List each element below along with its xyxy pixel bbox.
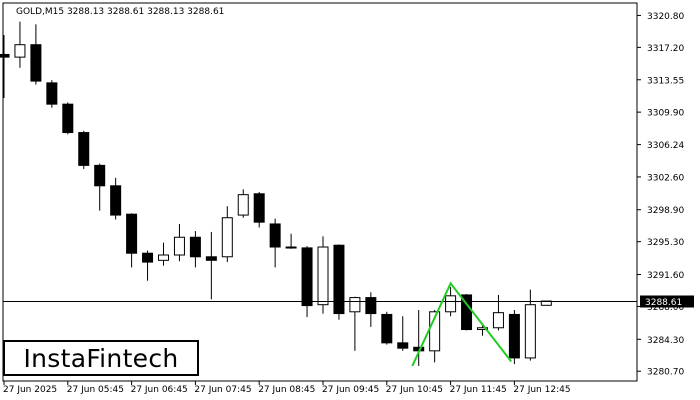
candle-body — [126, 213, 138, 254]
y-tick-label: 3302.60 — [647, 173, 684, 183]
x-tick-label: 27 Jun 05:45 — [67, 385, 124, 395]
candle — [365, 292, 377, 327]
x-tick-label: 27 Jun 06:45 — [131, 385, 188, 395]
x-tick-label: 27 Jun 08:45 — [258, 385, 315, 395]
candle — [78, 130, 90, 169]
candle-body — [205, 256, 217, 261]
candle-body — [524, 304, 536, 359]
candle — [333, 244, 345, 320]
logo: InstaFintech — [3, 340, 199, 376]
y-tick-label: 3317.20 — [647, 44, 684, 54]
candle — [381, 311, 393, 345]
candle-body — [253, 193, 265, 223]
logo-text: InstaFintech — [23, 343, 179, 373]
candle — [269, 218, 281, 268]
candle — [46, 80, 58, 108]
candle — [158, 242, 169, 266]
candle — [14, 21, 26, 68]
candle-body — [381, 313, 393, 344]
x-tick-label: 27 Jun 12:45 — [513, 385, 570, 395]
candle-body — [445, 295, 457, 313]
candle-body — [173, 236, 185, 256]
candle-body — [397, 342, 409, 349]
y-tick-label: 3309.90 — [647, 109, 684, 119]
candle — [173, 223, 185, 262]
current-price-tag: 3288.61 — [640, 295, 694, 308]
candle-body — [492, 312, 504, 329]
y-axis: 3320.80 3317.20 3313.55 3309.90 3306.24 3302.… — [637, 12, 684, 378]
candle — [110, 177, 122, 220]
y-tick-label: 3288.00 — [647, 303, 684, 313]
x-tick-label: 27 Jun 2025 — [3, 385, 57, 395]
candle — [285, 233, 297, 249]
y-tick-label: 3295.30 — [647, 238, 684, 248]
candle-body — [508, 313, 520, 359]
x-tick-label: 27 Jun 07:45 — [194, 385, 251, 395]
candle-body — [301, 247, 313, 307]
candle — [253, 192, 265, 228]
candle — [301, 246, 313, 318]
candle-body — [429, 311, 441, 352]
candle — [189, 231, 201, 268]
candle — [461, 294, 473, 331]
candle — [237, 189, 249, 218]
candles — [0, 21, 552, 366]
y-tick-label: 3280.70 — [647, 368, 684, 378]
candle-body — [461, 294, 473, 331]
y-tick-label: 3320.80 — [647, 12, 684, 22]
y-tick-label: 3306.24 — [647, 141, 684, 151]
candle — [126, 213, 138, 268]
y-tick-label: 3291.60 — [647, 271, 684, 281]
current-price-tag-bg — [640, 295, 694, 308]
candle — [349, 296, 361, 351]
candle-body — [94, 164, 106, 187]
candle-body — [62, 103, 74, 134]
candle-body — [285, 246, 297, 249]
candle — [0, 34, 10, 98]
y-tick-label: 3298.90 — [647, 206, 684, 216]
candle-body — [14, 44, 26, 58]
candle — [205, 231, 217, 300]
x-axis: 27 Jun 2025 27 Jun 05:45 27 Jun 06:45 27 Ju… — [3, 381, 571, 395]
candle — [62, 102, 74, 135]
candle-body — [317, 246, 329, 306]
y-tick-label: 3313.55 — [647, 76, 684, 86]
double-bottom-pattern-line — [411, 281, 512, 367]
candle — [492, 294, 504, 331]
candle-body — [46, 82, 58, 105]
candle-body — [189, 236, 201, 258]
pattern-overlay — [411, 281, 512, 367]
candle — [317, 236, 329, 314]
candle — [397, 316, 409, 351]
candle — [30, 24, 42, 85]
candle-body — [142, 252, 154, 263]
candle-body — [365, 297, 377, 315]
y-tick-label: 3284.30 — [647, 336, 684, 346]
candle — [508, 310, 520, 365]
candle — [94, 163, 106, 211]
x-tick-label: 27 Jun 11:45 — [450, 385, 507, 395]
candle-body — [110, 185, 122, 216]
candle-body — [158, 254, 169, 261]
candle — [221, 206, 233, 263]
x-tick-label: 27 Jun 09:45 — [322, 385, 379, 395]
candle-body — [30, 44, 42, 82]
candle-body — [0, 53, 10, 58]
candle-body — [237, 194, 249, 216]
candle-body — [333, 244, 345, 315]
current-price-value: 3288.61 — [645, 298, 682, 308]
plot-area — [2, 2, 638, 382]
candle-body — [221, 217, 233, 258]
x-tick-label: 27 Jun 10:45 — [386, 385, 443, 395]
candle-body — [78, 132, 90, 166]
candle — [142, 250, 154, 281]
candle — [477, 324, 488, 336]
candle-body — [349, 297, 361, 313]
candle-body — [477, 327, 488, 331]
candle-body — [269, 223, 281, 248]
chart-header: GOLD,M15 3288.13 3288.61 3288.13 3288.61 — [16, 7, 224, 17]
